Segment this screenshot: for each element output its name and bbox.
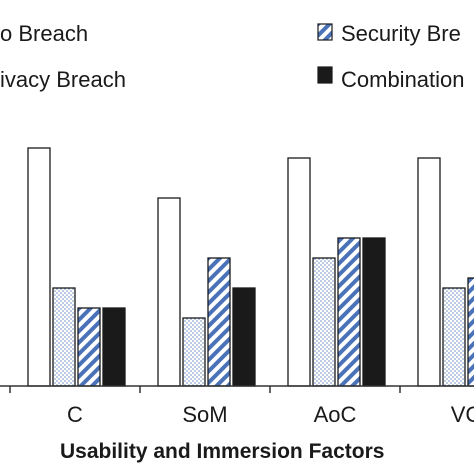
bar-c-ivacy-breach bbox=[52, 287, 76, 387]
bar-som-combination bbox=[232, 287, 256, 387]
x-tick-label-som: SoM bbox=[182, 402, 227, 427]
bar-som-security-bre bbox=[207, 257, 231, 387]
bar-c-combination bbox=[102, 307, 126, 387]
legend-label-ivacy-breach: ivacy Breach bbox=[0, 67, 126, 92]
legend-label-combination: Combination bbox=[341, 67, 465, 92]
bar-vc-o-breach bbox=[417, 157, 441, 387]
x-tick-label-vc: VC bbox=[451, 402, 474, 427]
bar-som-ivacy-breach bbox=[182, 317, 206, 387]
legend: o Breach ivacy Breach Security Bre Combinat… bbox=[0, 21, 465, 92]
x-axis-ticks bbox=[9, 386, 401, 393]
bar-som-o-breach bbox=[157, 197, 181, 387]
bar-vc-ivacy-breach bbox=[442, 287, 466, 387]
bar-aoc-security-bre bbox=[337, 237, 361, 387]
legend-label-o-breach: o Breach bbox=[0, 21, 88, 46]
x-axis-label: Usability and Immersion Factors bbox=[60, 440, 384, 463]
bars bbox=[27, 147, 474, 387]
bar-aoc-o-breach bbox=[287, 157, 311, 387]
bar-vc-security-bre bbox=[467, 277, 474, 387]
bar-c-security-bre bbox=[77, 307, 101, 387]
x-tick-labels: C SoM AoC VC bbox=[67, 402, 474, 427]
bar-c-o-breach bbox=[27, 147, 51, 387]
legend-swatch-combination bbox=[317, 66, 333, 84]
legend-label-security-bre: Security Bre bbox=[341, 21, 461, 46]
x-tick-label-aoc: AoC bbox=[314, 402, 357, 427]
bar-aoc-ivacy-breach bbox=[312, 257, 336, 387]
bar-aoc-combination bbox=[362, 237, 386, 387]
x-tick-label-c: C bbox=[67, 402, 83, 427]
legend-swatch-security-bre bbox=[317, 23, 333, 41]
